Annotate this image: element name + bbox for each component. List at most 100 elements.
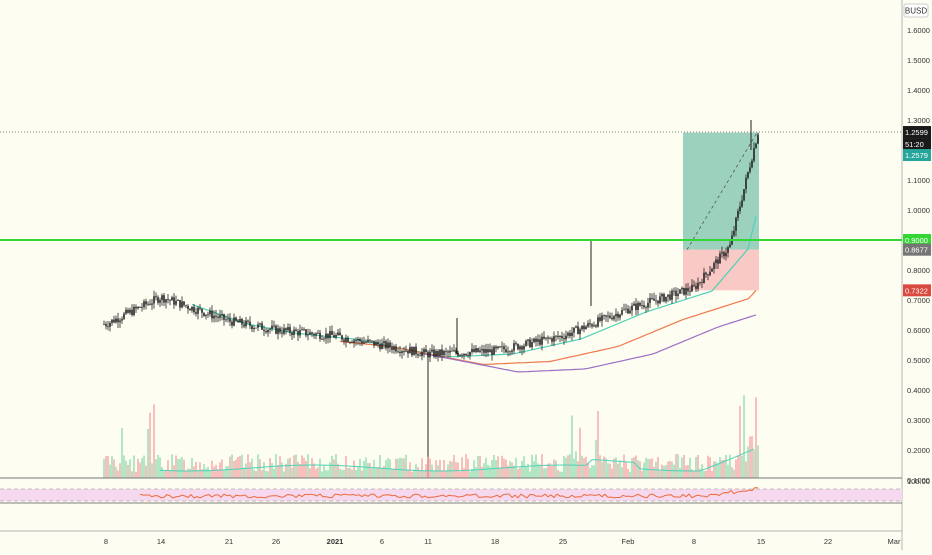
price-tick-label: 1.0000 (907, 206, 930, 215)
volume-bar (443, 459, 445, 478)
volume-bar (391, 469, 393, 478)
volume-bar (197, 470, 199, 478)
candle-body (135, 306, 137, 309)
candle-body (237, 320, 239, 323)
candle-body (205, 314, 207, 316)
time-tick-label: 15 (757, 537, 765, 546)
volume-bar (149, 412, 151, 478)
volume-bar (287, 458, 289, 478)
price-tick-label: 1.4000 (907, 86, 930, 95)
candle-body (109, 322, 111, 327)
volume-bar (733, 469, 735, 478)
candle-body (425, 349, 427, 353)
candle-body (257, 324, 259, 328)
candle-body (415, 346, 417, 355)
candle-body (295, 329, 297, 332)
candle-body (673, 290, 675, 292)
price-tick-label: 0.4000 (907, 386, 930, 395)
volume-bar (437, 465, 439, 478)
candle-body (393, 346, 395, 350)
candle-body (201, 308, 203, 313)
volume-bar (707, 455, 709, 478)
volume-bar (363, 461, 365, 478)
candle-body (533, 338, 535, 343)
candle-body (461, 354, 463, 356)
candle-body (267, 329, 269, 333)
candle-body (333, 335, 335, 338)
volume-bar (449, 460, 451, 478)
volume-bar (115, 466, 117, 478)
last-price-tag-text: 1.2599 (905, 128, 928, 137)
volume-bar (499, 467, 501, 478)
candle-body (569, 332, 571, 337)
candle-body (269, 328, 271, 330)
volume-bar (237, 456, 239, 478)
candle-body (437, 350, 439, 356)
volume-bar (387, 458, 389, 478)
candle-body (609, 315, 611, 318)
volume-bar (477, 455, 479, 478)
volume-bar (623, 454, 625, 478)
volume-bar (453, 454, 455, 478)
volume-bar (659, 470, 661, 478)
candle-body (315, 333, 317, 336)
volume-bar (429, 458, 431, 478)
volume-bar (327, 470, 329, 478)
candle-body (187, 305, 189, 309)
candle-body (329, 331, 331, 339)
volume-bar (343, 469, 345, 478)
volume-bar (269, 458, 271, 478)
candle-body (521, 346, 523, 350)
candle-body (377, 341, 379, 345)
level-tag: 0.9000 (903, 234, 931, 246)
volume-bar (481, 466, 483, 478)
volume-bar (397, 458, 399, 478)
volume-bar (231, 454, 233, 478)
position-zones[interactable] (683, 132, 759, 291)
target-tag: 1.2579 (903, 149, 931, 162)
volume-bar (427, 456, 429, 478)
time-axis-ticks: 8 14 21 26 2021 6 11 18 25 Feb 8 15 22 Mar (104, 537, 901, 546)
candle-body (391, 347, 393, 350)
candle-body (141, 307, 143, 308)
candle-body (255, 327, 257, 329)
candle-body (429, 351, 431, 358)
candle-body (705, 272, 707, 275)
volume-bar (293, 455, 295, 478)
candle-body (419, 355, 421, 357)
rsi-pane: 100.00 (0, 477, 930, 504)
candle-body (541, 336, 543, 345)
volume-bar (249, 462, 251, 478)
candle-body (149, 303, 151, 305)
candle-body (671, 290, 673, 300)
candle-body (371, 340, 373, 342)
candle-body (253, 328, 255, 330)
volume-bar (195, 461, 197, 478)
volume-bar (607, 463, 609, 478)
candle-body (231, 321, 233, 326)
volume-bar (361, 470, 363, 478)
volume-bar (529, 471, 531, 478)
volume-bar (739, 405, 741, 478)
candle-body (251, 325, 253, 330)
candle-body (663, 294, 665, 302)
candle-body (405, 350, 407, 352)
candle-body (675, 290, 677, 296)
target-tag-bg (903, 149, 931, 162)
candle-body (335, 335, 337, 338)
candle-body (297, 331, 299, 336)
volume-bar (179, 458, 181, 478)
volume-bar (571, 415, 573, 478)
volume-bar (321, 471, 323, 478)
price-tick-label: 1.1000 (907, 176, 930, 185)
candle-body (607, 315, 609, 317)
candle-body (181, 301, 183, 308)
candle-body (699, 282, 701, 284)
symbol-badge[interactable]: BUSD (903, 3, 929, 18)
volume-bar (277, 465, 279, 478)
candle-body (657, 300, 659, 304)
candle-body (157, 297, 159, 303)
volume-bar (221, 459, 223, 478)
